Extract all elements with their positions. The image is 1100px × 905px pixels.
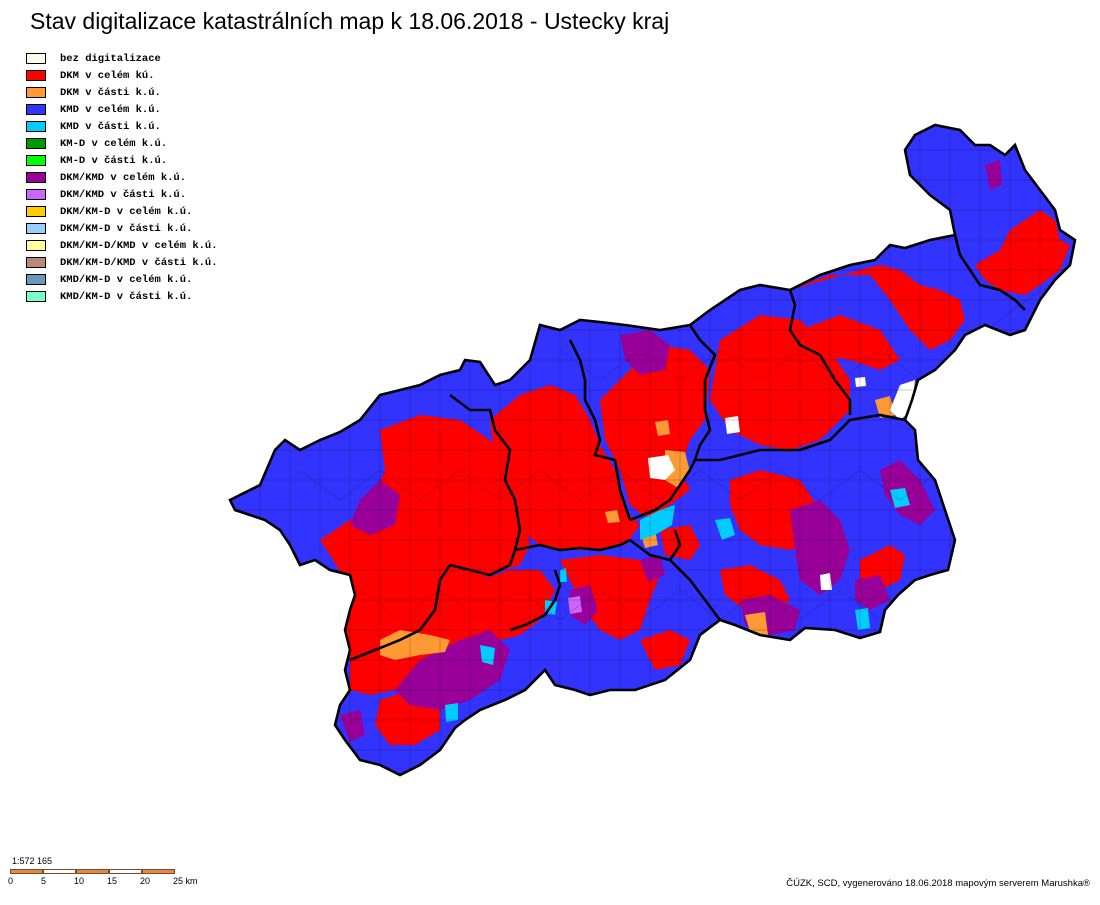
legend-item: DKM/KM-D v části k.ú. — [26, 220, 218, 237]
legend-item: DKM/KMD v celém k.ú. — [26, 169, 218, 186]
scale-segment — [10, 869, 43, 874]
legend-label: KM-D v části k.ú. — [60, 154, 168, 167]
legend: bez digitalizace DKM v celém kú. DKM v čás… — [26, 50, 218, 305]
legend-item: DKM/KM-D/KMD v celém k.ú. — [26, 237, 218, 254]
legend-label: DKM/KM-D v celém k.ú. — [60, 205, 193, 218]
legend-swatch — [26, 70, 46, 81]
legend-item: DKM/KM-D v celém k.ú. — [26, 203, 218, 220]
legend-item: bez digitalizace — [26, 50, 218, 67]
scale-tick-label: 15 — [107, 876, 118, 886]
scale-tick-label: 10 — [74, 876, 85, 886]
legend-swatch — [26, 138, 46, 149]
scale-segments — [10, 869, 175, 874]
legend-label: DKM/KM-D v části k.ú. — [60, 222, 193, 235]
legend-item: DKM v celém kú. — [26, 67, 218, 84]
legend-item: KMD v části k.ú. — [26, 118, 218, 135]
legend-item: KMD v celém k.ú. — [26, 101, 218, 118]
scale-tick-label: 20 — [140, 876, 151, 886]
legend-label: KMD v části k.ú. — [60, 120, 161, 133]
legend-label: DKM/KM-D/KMD v celém k.ú. — [60, 239, 218, 252]
legend-label: KMD/KM-D v celém k.ú. — [60, 273, 193, 286]
scale-segment — [109, 869, 142, 874]
scale-segment — [76, 869, 109, 874]
cadastral-boundaries — [230, 130, 1070, 775]
scale-tick-label: 25 km — [173, 876, 198, 886]
legend-swatch — [26, 257, 46, 268]
legend-label: KM-D v celém k.ú. — [60, 137, 168, 150]
legend-swatch — [26, 53, 46, 64]
scale-segment — [43, 869, 76, 874]
legend-swatch — [26, 291, 46, 302]
map-title: Stav digitalizace katastrálních map k 18… — [30, 8, 670, 34]
legend-swatch — [26, 104, 46, 115]
legend-item: KMD/KM-D v části k.ú. — [26, 288, 218, 305]
legend-item: KM-D v celém k.ú. — [26, 135, 218, 152]
legend-swatch — [26, 206, 46, 217]
legend-label: DKM v části k.ú. — [60, 86, 161, 99]
legend-item: KM-D v části k.ú. — [26, 152, 218, 169]
scale-labels: 0 5 10 15 20 25 km — [8, 876, 198, 888]
legend-label: bez digitalizace — [60, 52, 161, 65]
district-boundaries — [228, 123, 1077, 777]
legend-swatch — [26, 121, 46, 132]
scale-tick-label: 5 — [41, 876, 47, 886]
legend-item: KMD/KM-D v celém k.ú. — [26, 271, 218, 288]
legend-swatch — [26, 87, 46, 98]
legend-swatch — [26, 223, 46, 234]
scale-ratio: 1:572 165 — [12, 856, 53, 866]
scale-tick-label: 0 — [8, 876, 14, 886]
legend-label: DKM v celém kú. — [60, 69, 155, 82]
legend-label: KMD/KM-D v části k.ú. — [60, 290, 193, 303]
legend-item: DKM/KM-D/KMD v části k.ú. — [26, 254, 218, 271]
legend-label: DKM/KMD v celém k.ú. — [60, 171, 187, 184]
legend-label: DKM/KMD v části k.ú. — [60, 188, 187, 201]
legend-swatch — [26, 189, 46, 200]
legend-swatch — [26, 240, 46, 251]
legend-label: KMD v celém k.ú. — [60, 103, 161, 116]
scale-bar: 1:572 165 0 5 10 15 20 25 km — [8, 856, 198, 888]
legend-swatch — [26, 274, 46, 285]
legend-swatch — [26, 172, 46, 183]
scale-segment — [142, 869, 175, 874]
credit-text: ČÚZK, SCD, vygenerováno 18.06.2018 mapov… — [786, 878, 1090, 889]
legend-item: DKM v části k.ú. — [26, 84, 218, 101]
legend-item: DKM/KMD v části k.ú. — [26, 186, 218, 203]
legend-swatch — [26, 155, 46, 166]
legend-label: DKM/KM-D/KMD v části k.ú. — [60, 256, 218, 269]
